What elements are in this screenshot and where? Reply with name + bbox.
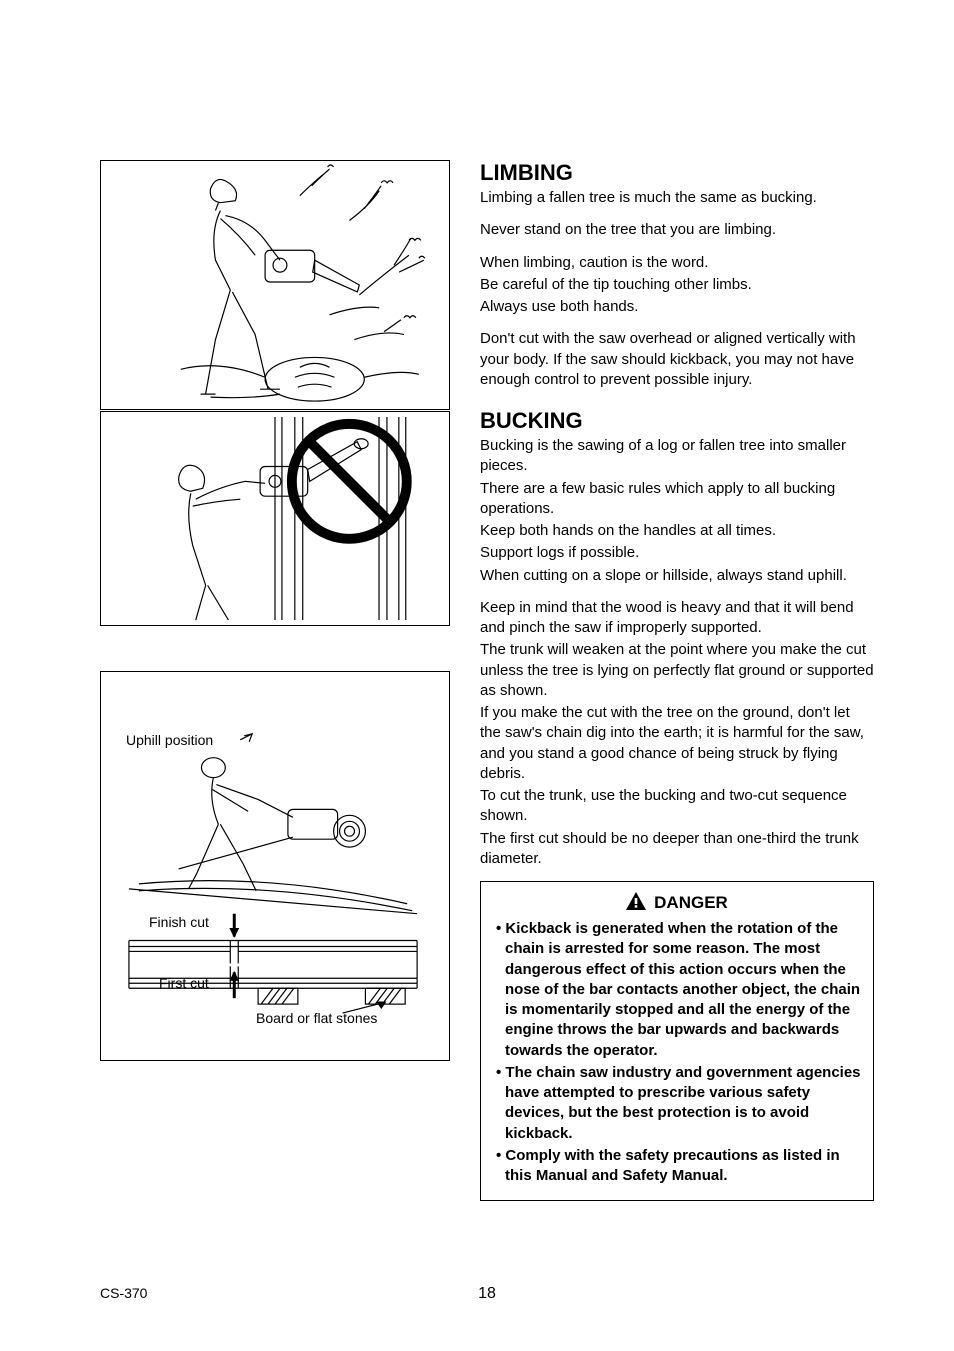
bucking-p2e: The first cut should be no deeper than o… <box>480 829 874 870</box>
left-column: Uphill position Finish cut First cut Boa… <box>100 160 450 1201</box>
danger-header: DANGER <box>493 892 861 915</box>
danger-label: DANGER <box>654 893 728 912</box>
danger-item-3: • Comply with the safety precautions as … <box>493 1146 861 1187</box>
footer-model: CS-370 <box>100 1285 147 1301</box>
danger-box: DANGER • Kickback is generated when the … <box>480 881 874 1201</box>
danger-item-2: • The chain saw industry and government … <box>493 1063 861 1144</box>
danger-list: • Kickback is generated when the rotatio… <box>493 919 861 1186</box>
warning-icon <box>626 892 646 915</box>
bucking-p2a: Keep in mind that the wood is heavy and … <box>480 598 874 639</box>
footer-page-number: 18 <box>478 1285 496 1303</box>
limbing-p2: Never stand on the tree that you are lim… <box>480 220 874 240</box>
bucking-heading: BUCKING <box>480 408 874 434</box>
overhead-svg <box>101 412 449 625</box>
page-footer: CS-370 18 <box>100 1285 874 1301</box>
board-label: Board or flat stones <box>256 1010 377 1026</box>
limbing-svg <box>101 161 449 409</box>
limbing-p4: Don't cut with the saw overhead or align… <box>480 329 874 390</box>
bucking-p1c: Keep both hands on the handles at all ti… <box>480 521 874 541</box>
limbing-heading: LIMBING <box>480 160 874 186</box>
limbing-p1: Limbing a fallen tree is much the same a… <box>480 188 874 208</box>
finish-cut-label: Finish cut <box>149 914 209 930</box>
uphill-position-label: Uphill position <box>126 732 213 748</box>
bucking-illustration: Uphill position Finish cut First cut Boa… <box>100 671 450 1061</box>
danger-item-1: • Kickback is generated when the rotatio… <box>493 919 861 1061</box>
overhead-prohibited-illustration <box>100 411 450 626</box>
limbing-p3c: Always use both hands. <box>480 297 874 317</box>
page-content: Uphill position Finish cut First cut Boa… <box>100 160 874 1201</box>
limbing-illustration <box>100 160 450 410</box>
bucking-p2b: The trunk will weaken at the point where… <box>480 640 874 701</box>
bucking-p1d: Support logs if possible. <box>480 543 874 563</box>
danger-item-2-text: The chain saw industry and government ag… <box>505 1064 861 1142</box>
bucking-p1a: Bucking is the sawing of a log or fallen… <box>480 436 874 477</box>
danger-item-1-text: Kickback is generated when the rotation … <box>505 920 860 1059</box>
limbing-p3a: When limbing, caution is the word. <box>480 253 874 273</box>
bucking-p1e: When cutting on a slope or hillside, alw… <box>480 566 874 586</box>
first-cut-label: First cut <box>159 975 209 991</box>
bucking-p2d: To cut the trunk, use the bucking and tw… <box>480 786 874 827</box>
limbing-p3b: Be careful of the tip touching other lim… <box>480 275 874 295</box>
right-column: LIMBING Limbing a fallen tree is much th… <box>480 160 874 1201</box>
bucking-p1b: There are a few basic rules which apply … <box>480 479 874 520</box>
bucking-p2c: If you make the cut with the tree on the… <box>480 703 874 784</box>
danger-item-3-text: Comply with the safety precautions as li… <box>505 1147 840 1184</box>
